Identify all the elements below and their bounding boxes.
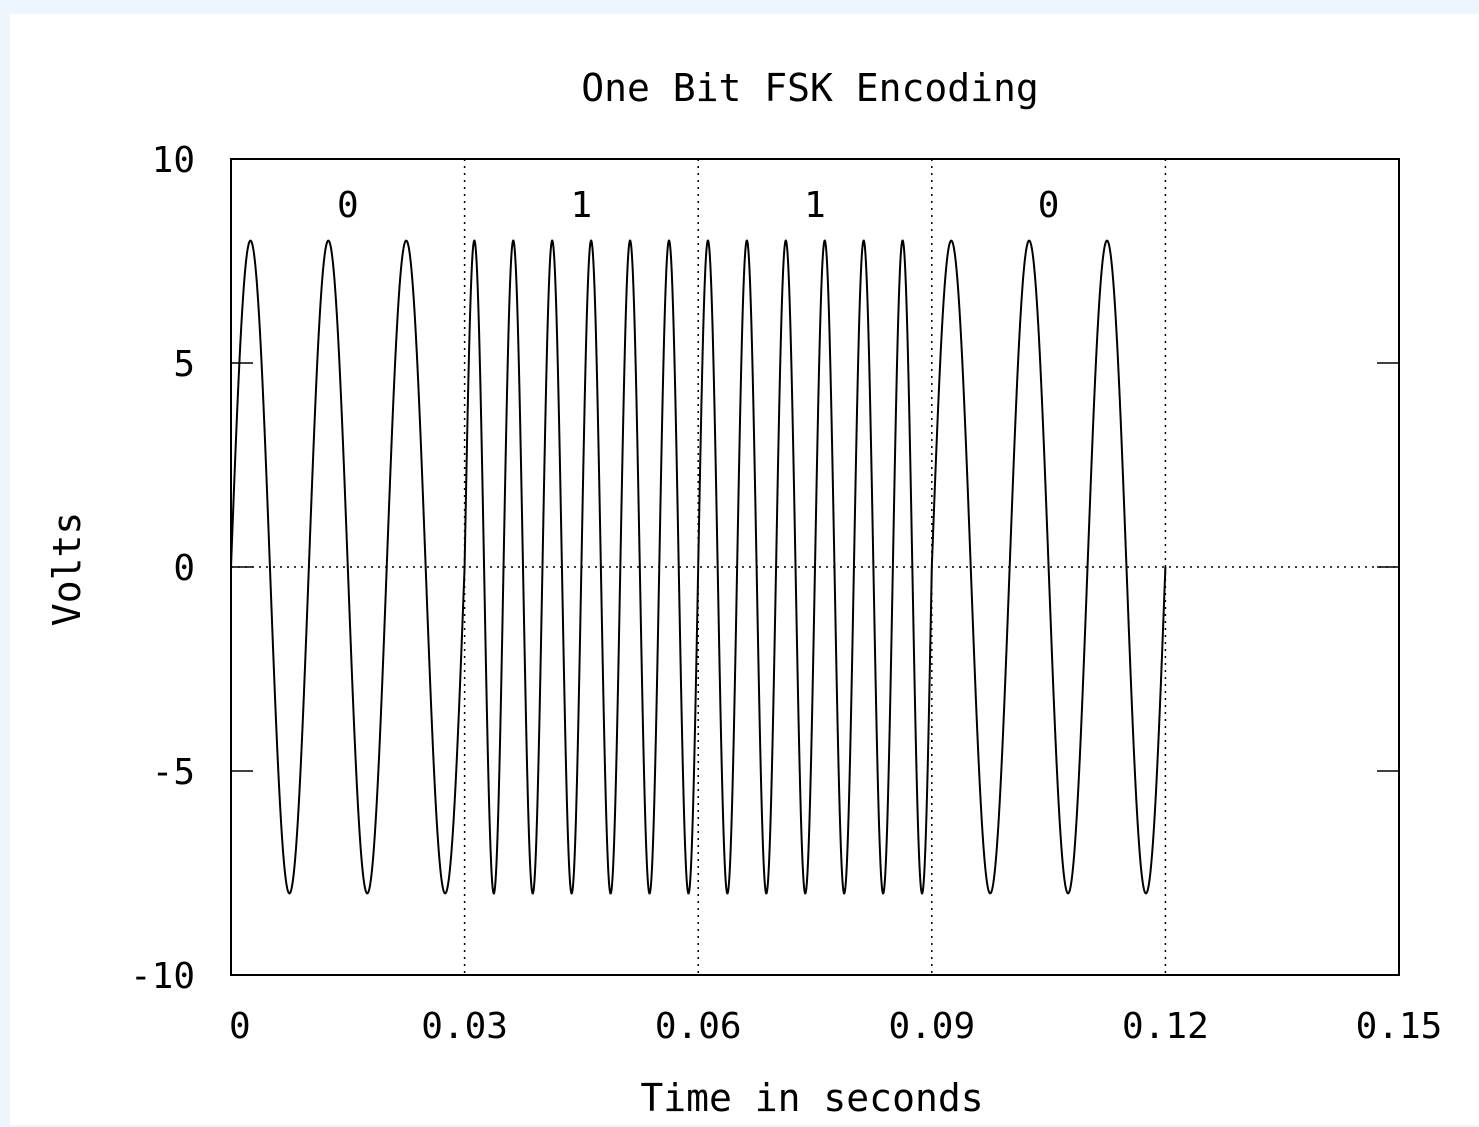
chart-title: One Bit FSK Encoding	[581, 66, 1039, 110]
plot-area-frame	[230, 158, 1400, 976]
x-tick-label: 0.09	[888, 1006, 975, 1047]
x-tick-label: 0.03	[421, 1006, 508, 1047]
series-line-segment	[230, 239, 466, 895]
y-tick-label: -5	[152, 752, 195, 793]
x-tick-label: 0.12	[1122, 1006, 1209, 1047]
bit-label: 0	[337, 185, 359, 226]
y-tick-label: -10	[130, 956, 195, 997]
x-tick-label: 0.15	[1356, 1006, 1443, 1047]
y-tick-label: 10	[152, 140, 195, 181]
bit-label: 0	[1038, 185, 1060, 226]
chart-panel: One Bit FSK Encoding Volts Time in secon…	[10, 14, 1479, 1125]
bit-label: 1	[804, 185, 826, 226]
fsk-chart: One Bit FSK Encoding Volts Time in secon…	[45, 66, 1442, 1120]
x-tick-label: 0	[229, 1006, 251, 1047]
x-tick-label: 0.06	[655, 1006, 742, 1047]
series-line-segment	[930, 239, 1167, 895]
bit-labels: 0 1 1 0	[337, 185, 1059, 226]
axis-ticks	[231, 362, 1399, 772]
y-axis-label: Volts	[45, 512, 89, 626]
y-tick-label: 0	[173, 548, 195, 589]
y-tick-label: 5	[173, 344, 195, 385]
x-axis-label: Time in seconds	[640, 1076, 983, 1120]
series-line-segment	[697, 239, 933, 895]
bit-label: 1	[571, 185, 593, 226]
series-layer	[230, 239, 1167, 895]
series-line-segment	[463, 239, 700, 895]
